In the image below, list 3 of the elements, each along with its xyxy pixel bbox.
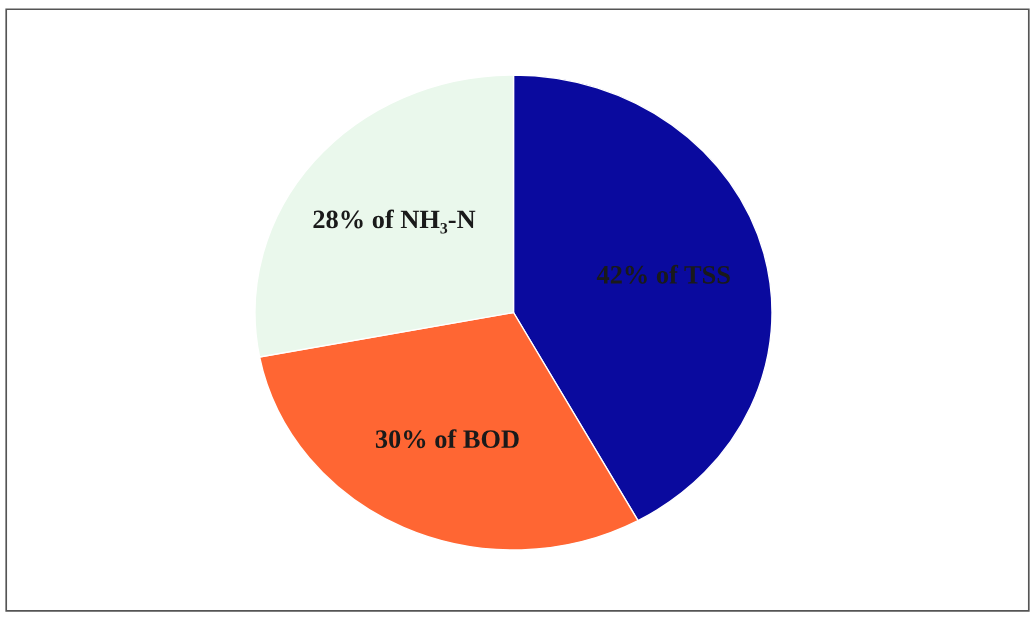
slice-label: 42% of TSS bbox=[596, 264, 730, 284]
slice-label: 30% of BOD bbox=[375, 429, 519, 449]
slice-label: 28% of NH₃-N bbox=[313, 209, 476, 234]
